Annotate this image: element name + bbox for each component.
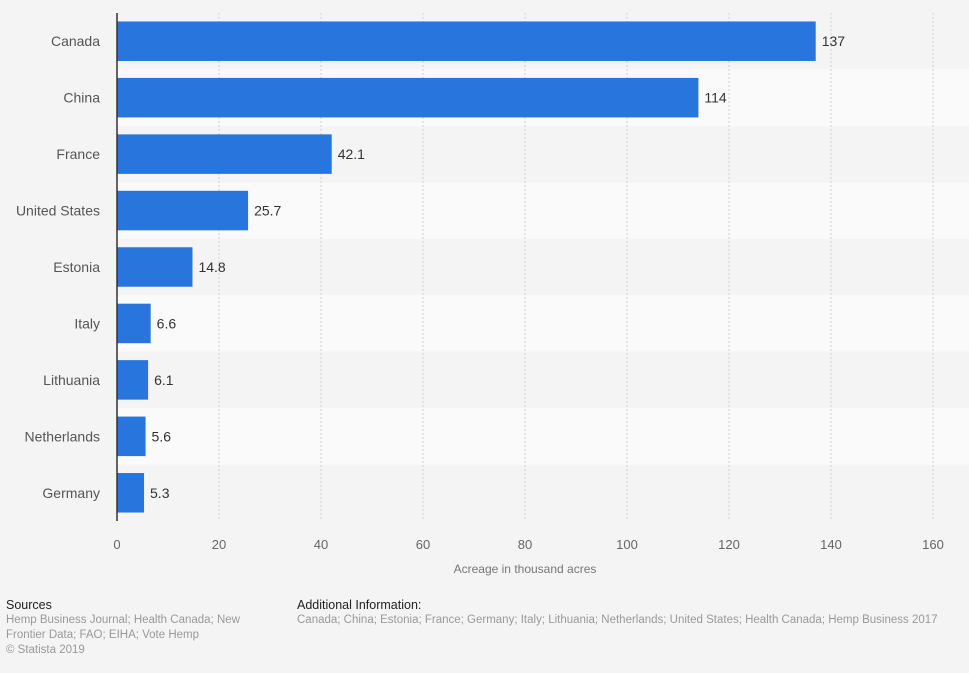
bar-united-states[interactable] xyxy=(117,190,249,231)
row-band xyxy=(117,351,969,409)
copyright: © Statista 2019 xyxy=(6,644,85,656)
category-label: Estonia xyxy=(53,259,100,275)
row-band xyxy=(117,295,969,352)
value-label: 14.8 xyxy=(198,259,225,275)
row-band xyxy=(117,464,969,521)
value-label: 5.3 xyxy=(150,485,170,501)
category-labels: Canada China France United States Estonia Ita… xyxy=(16,33,100,501)
value-labels: 137 114 42.1 25.7 14.8 6.6 6.1 5.6 5.3 xyxy=(150,33,845,501)
sources-section: Sources Hemp Business Journal; Health Ca… xyxy=(6,598,276,658)
bars xyxy=(117,21,816,513)
x-tick-label: 140 xyxy=(820,537,842,552)
bar-lithuania[interactable] xyxy=(117,360,149,400)
bar-italy[interactable] xyxy=(117,303,151,344)
x-tick-label: 20 xyxy=(212,537,226,552)
additional-info-title: Additional Information: xyxy=(297,598,422,612)
category-label: Canada xyxy=(51,33,100,49)
category-label: France xyxy=(56,146,100,162)
bar-netherlands[interactable] xyxy=(117,416,146,457)
category-label: Lithuania xyxy=(43,372,100,388)
value-label: 114 xyxy=(704,90,727,106)
x-tick-label: 0 xyxy=(113,537,120,552)
row-band xyxy=(117,408,969,465)
x-tick-label: 60 xyxy=(416,537,430,552)
value-label: 25.7 xyxy=(254,203,281,219)
x-axis-title: Acreage in thousand acres xyxy=(454,562,597,576)
value-label: 6.6 xyxy=(157,315,177,331)
bar-canada[interactable] xyxy=(117,21,816,61)
x-tick-label: 100 xyxy=(616,537,638,552)
bar-chart: Canada China France United States Estonia Ita… xyxy=(15,13,969,576)
bar-estonia[interactable] xyxy=(117,247,193,287)
sources-title: Sources xyxy=(6,598,52,612)
x-tick-label: 40 xyxy=(314,537,328,552)
x-tick-label: 120 xyxy=(718,537,740,552)
bar-china[interactable] xyxy=(117,77,699,118)
bar-germany[interactable] xyxy=(117,473,145,513)
additional-info-text: Canada; China; Estonia; France; Germany;… xyxy=(297,614,938,626)
sources-text: Hemp Business Journal; Health Canada; Ne… xyxy=(6,614,240,641)
additional-info-section: Additional Information: Canada; China; E… xyxy=(297,598,967,628)
x-tick-label: 160 xyxy=(922,537,944,552)
value-label: 5.6 xyxy=(152,428,172,444)
value-label: 6.1 xyxy=(154,372,174,388)
category-label: Italy xyxy=(74,315,100,331)
category-label: Germany xyxy=(42,485,100,501)
category-label: United States xyxy=(16,203,100,219)
x-tick-label: 80 xyxy=(518,537,532,552)
row-bands xyxy=(117,13,969,521)
row-band xyxy=(117,238,969,296)
value-label: 137 xyxy=(822,33,846,49)
x-tick-labels: 0 20 40 60 80 100 120 140 160 xyxy=(113,537,943,552)
category-label: Netherlands xyxy=(25,428,101,444)
value-label: 42.1 xyxy=(338,146,365,162)
bar-france[interactable] xyxy=(117,134,332,174)
category-label: China xyxy=(63,90,100,106)
row-band xyxy=(117,182,969,239)
